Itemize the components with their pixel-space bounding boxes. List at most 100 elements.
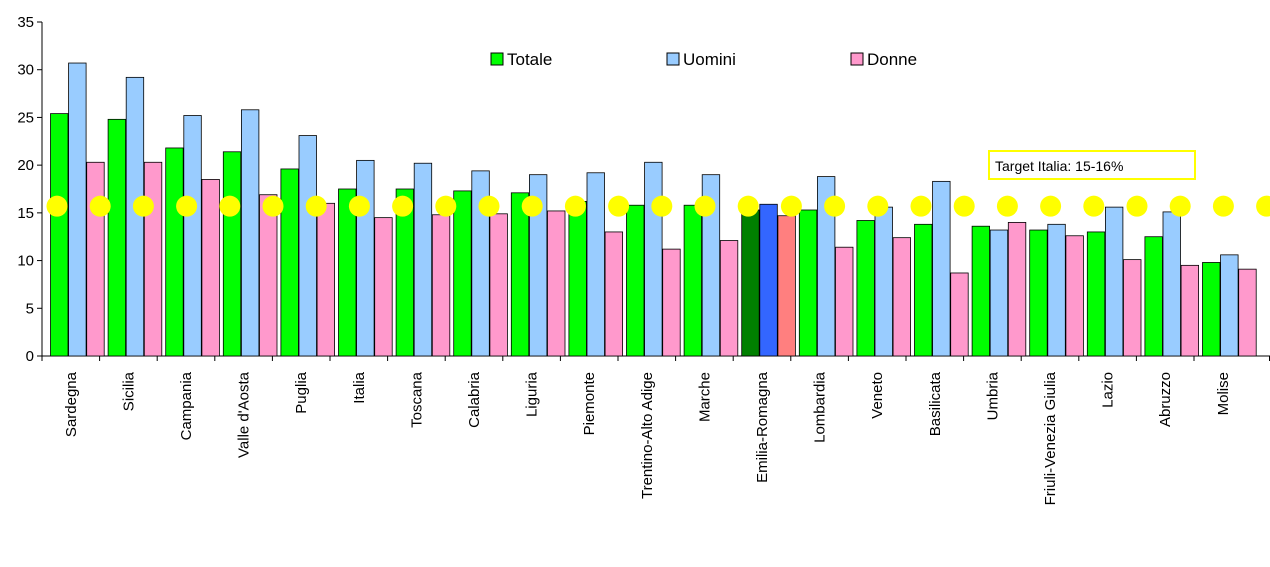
bar-donne — [547, 210, 566, 357]
bars — [50, 62, 1257, 357]
bar-donne — [259, 194, 278, 357]
bar-uomini — [1162, 211, 1181, 357]
target-marker — [132, 195, 154, 217]
y-tick-label: 20 — [17, 157, 34, 174]
x-tick-label: Italia — [351, 371, 368, 403]
bar-totale — [395, 188, 415, 357]
target-label-frame — [988, 150, 1196, 180]
bar-totale — [626, 204, 645, 357]
bar-uomini — [240, 109, 260, 357]
bar-totale — [1029, 229, 1048, 357]
target-marker — [262, 195, 284, 217]
bar-uomini — [298, 135, 317, 357]
target-marker — [392, 195, 414, 217]
target-label-box: Target Italia: 15-16% — [988, 150, 1196, 180]
x-tick-label: Friuli-Venezia Giulia — [1042, 371, 1059, 505]
x-tick-label: Piemonte — [581, 372, 598, 435]
bar-donne — [719, 240, 739, 357]
target-marker — [953, 195, 975, 217]
bar-totale — [741, 209, 760, 357]
bar-uomini — [125, 76, 145, 357]
legend-swatch-uomini — [666, 52, 680, 66]
y-tick-label: 0 — [26, 348, 34, 365]
target-marker — [1083, 195, 1105, 217]
bar-uomini — [1220, 254, 1239, 357]
target-marker — [89, 195, 111, 217]
bar-uomini — [932, 180, 951, 357]
bar-totale — [568, 201, 587, 357]
legend-label-totale: Totale — [507, 50, 552, 69]
x-tick-label: Puglia — [293, 371, 310, 413]
target-marker — [996, 195, 1018, 217]
target-marker — [1256, 195, 1270, 217]
x-tick-label: Abruzzo — [1157, 372, 1174, 427]
bar-donne — [86, 161, 105, 357]
x-tick-label: Sardegna — [63, 371, 80, 437]
target-marker — [305, 195, 327, 217]
target-marker — [564, 195, 586, 217]
bar-uomini — [759, 203, 778, 357]
bar-totale — [510, 192, 530, 357]
bar-donne — [1238, 268, 1257, 357]
target-marker — [1212, 195, 1234, 217]
y-tick-label: 15 — [17, 205, 34, 222]
target-marker — [737, 195, 759, 217]
target-marker — [910, 195, 932, 217]
bar-uomini — [701, 174, 721, 357]
target-marker — [219, 195, 241, 217]
bar-uomini — [1105, 206, 1124, 357]
bar-uomini — [874, 206, 893, 357]
bar-donne — [777, 215, 796, 357]
target-marker — [608, 195, 630, 217]
legend-swatch-totale — [490, 52, 504, 66]
y-tick-label: 10 — [17, 253, 34, 270]
target-marker — [867, 195, 889, 217]
target-label: Target Italia: 15-16% — [995, 158, 1123, 174]
bar-donne — [604, 231, 623, 357]
target-marker — [1169, 195, 1191, 217]
target-marker — [651, 195, 673, 217]
axes: 0 5 10 15 20 25 30 35 Sardegna Sicilia Campania Val… — [17, 14, 1270, 505]
x-tick-label: Trentino-Alto Adige — [639, 372, 656, 499]
y-tick-label: 35 — [17, 14, 34, 31]
target-marker — [46, 195, 68, 217]
bar-totale — [165, 147, 184, 357]
bar-uomini — [644, 161, 663, 357]
x-tick-label: Liguria — [524, 371, 541, 417]
bar-uomini — [471, 170, 490, 357]
bar-totale — [338, 188, 357, 357]
bar-totale — [856, 220, 875, 357]
bar-totale — [1086, 231, 1106, 357]
bar-donne — [835, 246, 854, 357]
x-tick-label: Umbria — [984, 371, 1001, 420]
x-tick-label: Calabria — [466, 371, 483, 428]
bar-donne — [950, 272, 969, 357]
bar-donne — [431, 214, 451, 357]
y-tick-label: 30 — [17, 62, 34, 79]
target-marker — [478, 195, 500, 217]
bar-donne — [143, 161, 163, 357]
bar-uomini — [989, 229, 1009, 357]
bar-uomini — [817, 176, 836, 357]
x-tick-label: Toscana — [408, 371, 425, 428]
bar-donne — [1065, 235, 1084, 357]
bar-totale — [107, 118, 126, 357]
bar-donne — [316, 202, 336, 357]
legend-swatch-donne — [850, 52, 864, 66]
target-marker — [521, 195, 543, 217]
bar-totale — [971, 225, 990, 357]
x-tick-label: Emilia-Romagna — [754, 371, 771, 483]
bar-totale — [222, 151, 242, 357]
y-tick-label: 25 — [17, 109, 34, 126]
x-tick-label: Sicilia — [120, 371, 137, 411]
bar-uomini — [529, 174, 548, 357]
bar-uomini — [356, 159, 375, 357]
bar-donne — [662, 248, 681, 357]
bar-uomini — [183, 115, 202, 357]
target-marker — [176, 195, 198, 217]
legend: Totale Uomini Donne — [490, 50, 917, 69]
bar-donne — [1180, 264, 1199, 357]
x-tick-label: Valle d'Aosta — [236, 371, 253, 458]
target-markers — [46, 195, 1270, 217]
